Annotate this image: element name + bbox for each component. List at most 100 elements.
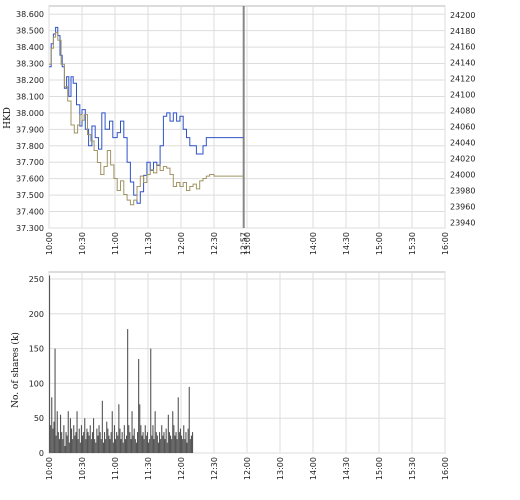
volume-bar — [140, 425, 142, 453]
price-y-tick-label: 38.000 — [16, 109, 44, 118]
index-y-tick-label: 24140 — [450, 59, 475, 68]
price-x-tick-label: 12:57 — [240, 232, 249, 255]
volume-bar — [87, 432, 89, 453]
volume-bar — [90, 439, 92, 453]
volume-bar — [162, 435, 164, 453]
volume-bar — [155, 432, 157, 453]
volume-bar — [120, 439, 122, 453]
volume-bar — [68, 442, 70, 453]
index-y-tick-label: 24200 — [450, 11, 475, 20]
volume-bar — [172, 411, 174, 453]
volume-bar — [148, 442, 150, 453]
price-y-tick-label: 38.400 — [16, 43, 44, 52]
volume-bar — [135, 442, 137, 453]
volume-grid — [48, 271, 446, 454]
volume-bar — [96, 428, 98, 453]
volume-bar — [185, 432, 187, 453]
volume-bar — [117, 435, 119, 453]
volume-bar — [175, 432, 177, 453]
volume-x-tick-label: 15:30 — [408, 457, 417, 480]
volume-bar — [75, 432, 77, 453]
price-y-tick-label: 37.700 — [16, 158, 44, 167]
volume-bar — [74, 435, 76, 453]
volume-bar — [122, 442, 124, 453]
index-y-tick-label: 24040 — [450, 139, 475, 148]
volume-bar — [52, 428, 54, 453]
volume-x-tick-label: 12:00 — [177, 457, 186, 480]
volume-chart: 0 50 100 150 200 250 10:00 10:30 11:00 11:30 12:0… — [10, 271, 450, 480]
price-y-tick-label: 37.800 — [16, 142, 44, 151]
volume-bar — [159, 432, 161, 453]
volume-bar — [51, 397, 53, 453]
volume-bar — [183, 425, 185, 453]
volume-bar — [124, 439, 126, 453]
volume-y-tick-label: 0 — [39, 449, 44, 458]
volume-bar — [105, 439, 107, 453]
volume-bar — [127, 329, 129, 453]
price-x-tick-label: 14:00 — [309, 232, 318, 255]
volume-bar — [113, 425, 115, 453]
volume-bar — [78, 428, 80, 453]
index-y-tick-label: 24180 — [450, 27, 475, 36]
volume-bar — [60, 414, 62, 453]
volume-bar — [129, 432, 131, 453]
volume-bar — [71, 428, 73, 453]
volume-bar — [109, 439, 111, 453]
volume-bar — [151, 435, 153, 453]
volume-bar — [84, 418, 86, 453]
price-y-tick-label: 38.600 — [16, 10, 44, 19]
volume-bar — [99, 432, 101, 453]
volume-bar — [188, 386, 190, 453]
volume-bar — [62, 439, 64, 453]
price-x-tick-label: 12:00 — [177, 232, 186, 255]
volume-x-tick-label: 10:00 — [45, 457, 54, 480]
volume-bar — [86, 428, 88, 453]
volume-bar — [102, 442, 104, 453]
volume-bar — [150, 348, 152, 453]
volume-bar — [142, 432, 144, 453]
volume-bar — [89, 425, 91, 453]
price-x-tick-label: 15:00 — [375, 232, 384, 255]
volume-bar — [66, 435, 68, 453]
price-x-axis: 10:00 10:30 11:00 11:30 12:00 12:30 12:5713:00… — [45, 232, 450, 255]
volume-bar — [55, 435, 57, 453]
volume-bar — [137, 432, 139, 453]
volume-bar — [133, 428, 135, 453]
volume-bar — [190, 435, 192, 453]
volume-bar — [77, 439, 79, 453]
volume-bar — [167, 414, 169, 453]
index-y-tick-label: 24080 — [450, 107, 475, 116]
volume-bar — [152, 425, 154, 453]
price-y-axis-label: HKD — [3, 107, 13, 129]
volume-bar — [104, 432, 106, 453]
volume-bar — [72, 439, 74, 453]
volume-bar — [123, 425, 125, 453]
volume-bar — [83, 432, 85, 453]
volume-bar — [94, 439, 96, 453]
index-y-tick-label: 24100 — [450, 91, 475, 100]
volume-x-tick-label: 11:00 — [111, 457, 120, 480]
price-y-tick-label: 37.900 — [16, 125, 44, 134]
volume-bar — [166, 442, 168, 453]
volume-bar — [98, 425, 100, 453]
volume-bar — [79, 442, 81, 453]
volume-bar — [134, 439, 136, 453]
price-left-axis: 37.300 37.400 37.500 37.600 37.700 37.800 37.9… — [16, 10, 44, 233]
volume-bar — [165, 428, 167, 453]
volume-bar — [149, 439, 151, 453]
price-x-tick-label: 10:00 — [45, 232, 54, 255]
volume-bar — [64, 446, 66, 453]
index-y-tick-label: 24160 — [450, 43, 475, 52]
volume-bar — [146, 432, 148, 453]
volume-bar — [67, 411, 69, 453]
volume-bar — [54, 348, 56, 453]
volume-bar — [101, 400, 103, 453]
index-y-tick-label: 24020 — [450, 155, 475, 164]
volume-bar — [160, 439, 162, 453]
volume-bar — [131, 411, 133, 453]
volume-bar — [118, 404, 120, 453]
price-x-tick-label: 13:00 — [243, 232, 252, 255]
volume-x-tick-label: 14:00 — [309, 457, 318, 480]
volume-x-tick-label: 10:30 — [78, 457, 87, 480]
